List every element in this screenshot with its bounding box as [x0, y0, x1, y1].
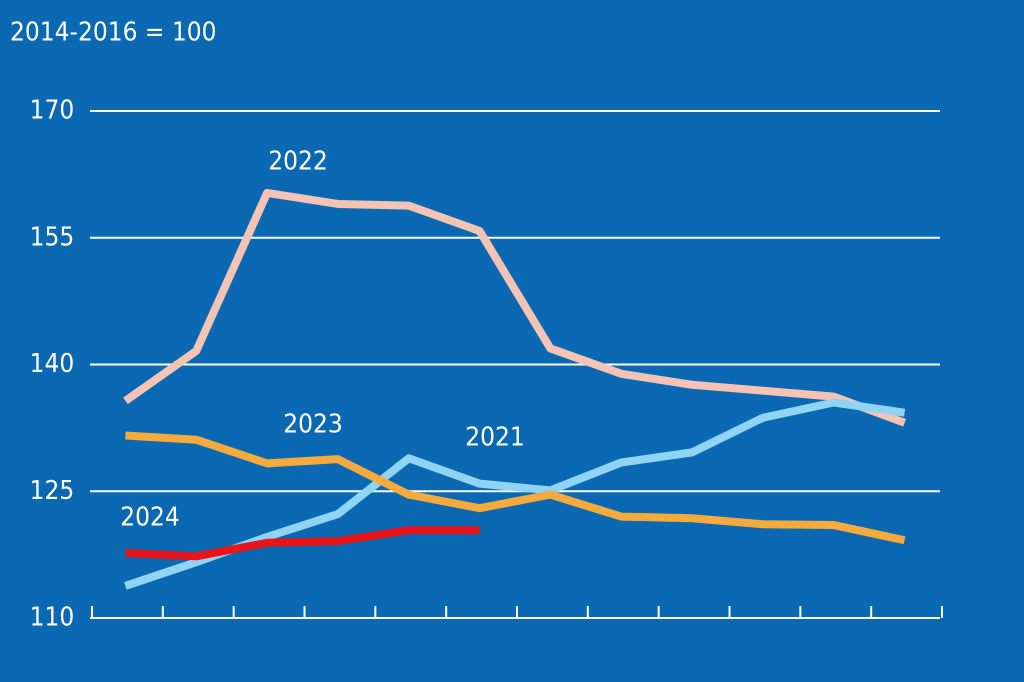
- series-label: 2022: [268, 147, 328, 177]
- series-line: [125, 431, 906, 545]
- series-line: [125, 526, 480, 561]
- series-label: 2023: [283, 410, 343, 440]
- series-label: 2021: [465, 423, 525, 453]
- y-tick-label: 140: [30, 349, 75, 379]
- series-label: 2024: [120, 503, 180, 533]
- y-tick-label: 125: [30, 476, 75, 506]
- chart-title: 2014-2016 = 100: [10, 18, 217, 48]
- y-tick-label: 155: [30, 222, 75, 252]
- y-tick-label: 170: [30, 96, 75, 126]
- series-line: [123, 188, 906, 427]
- y-tick-label: 110: [30, 603, 75, 633]
